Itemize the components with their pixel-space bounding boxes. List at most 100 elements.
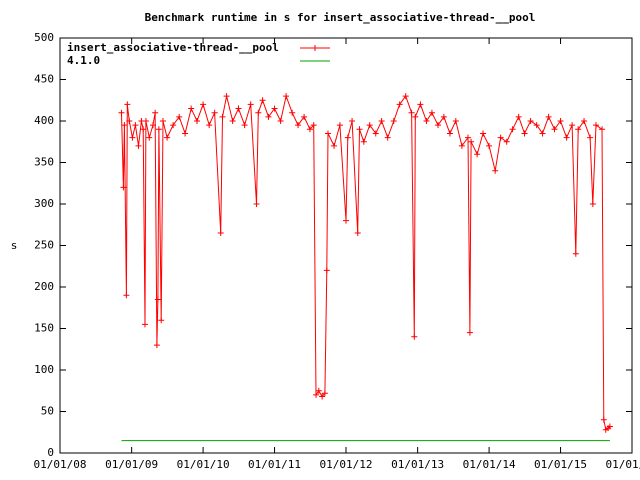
point-marker bbox=[306, 126, 313, 133]
point-marker bbox=[372, 130, 379, 137]
point-marker bbox=[435, 122, 442, 129]
point-marker bbox=[155, 126, 162, 133]
point-marker bbox=[277, 118, 284, 124]
series-line bbox=[121, 94, 611, 431]
point-marker bbox=[247, 101, 254, 108]
x-tick-label: 01/01/09 bbox=[105, 458, 158, 471]
point-marker bbox=[581, 118, 588, 124]
point-marker bbox=[142, 118, 149, 124]
point-marker bbox=[551, 126, 558, 133]
point-marker bbox=[146, 134, 153, 141]
point-marker bbox=[194, 118, 201, 124]
point-marker bbox=[271, 105, 278, 112]
point-marker bbox=[120, 184, 127, 191]
point-marker bbox=[360, 138, 367, 145]
point-marker bbox=[164, 134, 171, 141]
point-marker bbox=[217, 230, 224, 237]
point-marker bbox=[378, 118, 385, 124]
point-marker bbox=[149, 122, 156, 129]
point-marker bbox=[289, 109, 296, 116]
point-marker bbox=[295, 122, 302, 129]
point-marker bbox=[592, 122, 599, 129]
point-marker bbox=[408, 109, 415, 116]
point-marker bbox=[396, 101, 403, 108]
point-marker bbox=[223, 93, 230, 100]
point-marker bbox=[563, 134, 570, 141]
y-tick-label: 0 bbox=[47, 446, 54, 459]
point-marker bbox=[219, 113, 226, 120]
y-tick-label: 450 bbox=[34, 73, 54, 86]
point-marker bbox=[480, 130, 487, 137]
point-marker bbox=[557, 118, 564, 124]
point-marker bbox=[527, 118, 534, 124]
point-marker bbox=[313, 391, 320, 398]
point-marker bbox=[572, 250, 579, 257]
point-marker bbox=[521, 130, 528, 137]
point-marker bbox=[575, 126, 582, 133]
point-marker bbox=[492, 167, 499, 174]
point-marker bbox=[468, 138, 475, 145]
point-marker bbox=[503, 138, 510, 145]
point-marker bbox=[331, 142, 338, 149]
point-marker bbox=[349, 118, 356, 124]
x-tick-label: 01/01/15 bbox=[534, 458, 587, 471]
point-marker bbox=[235, 105, 242, 112]
point-marker bbox=[141, 321, 148, 328]
point-marker bbox=[458, 142, 465, 149]
x-tick-label: 01/01/12 bbox=[320, 458, 373, 471]
point-marker bbox=[229, 118, 236, 124]
point-marker bbox=[123, 292, 130, 299]
point-marker bbox=[206, 122, 213, 129]
point-marker bbox=[323, 267, 330, 274]
point-marker bbox=[158, 317, 165, 324]
y-tick-label: 500 bbox=[34, 31, 54, 44]
point-marker bbox=[182, 130, 189, 137]
point-marker bbox=[606, 423, 613, 430]
y-tick-label: 50 bbox=[41, 405, 54, 418]
point-marker bbox=[446, 130, 453, 137]
point-marker bbox=[440, 113, 447, 120]
y-tick-label: 300 bbox=[34, 197, 54, 210]
y-tick-label: 200 bbox=[34, 280, 54, 293]
point-marker bbox=[354, 230, 361, 237]
x-tick-label: 01/01/08 bbox=[34, 458, 87, 471]
point-marker bbox=[344, 134, 351, 141]
point-marker bbox=[176, 113, 183, 120]
point-marker bbox=[324, 130, 331, 137]
point-marker bbox=[121, 122, 128, 129]
point-marker bbox=[259, 97, 266, 104]
point-marker bbox=[384, 134, 391, 141]
y-tick-label: 150 bbox=[34, 322, 54, 335]
point-marker bbox=[283, 93, 290, 100]
point-marker bbox=[417, 101, 424, 108]
point-marker bbox=[255, 109, 262, 116]
point-marker bbox=[515, 113, 522, 120]
chart-title: Benchmark runtime in s for insert_associ… bbox=[145, 11, 536, 24]
point-marker bbox=[152, 109, 159, 116]
y-tick-label: 100 bbox=[34, 363, 54, 376]
x-tick-label: 01/01/16 bbox=[606, 458, 640, 471]
point-marker bbox=[366, 122, 373, 129]
x-tick-label: 01/01/13 bbox=[391, 458, 444, 471]
point-marker bbox=[423, 118, 430, 124]
point-marker bbox=[265, 113, 272, 120]
point-marker bbox=[301, 113, 308, 120]
point-marker bbox=[589, 201, 596, 207]
point-marker bbox=[159, 118, 166, 124]
point-marker bbox=[241, 122, 248, 129]
point-marker bbox=[129, 134, 136, 141]
point-marker bbox=[402, 93, 409, 100]
point-marker bbox=[486, 142, 493, 149]
point-marker bbox=[412, 113, 419, 120]
legend-label: insert_associative-thread-__pool bbox=[67, 41, 279, 54]
point-marker bbox=[124, 101, 131, 108]
point-marker bbox=[411, 333, 418, 340]
point-marker bbox=[428, 109, 435, 116]
point-marker bbox=[253, 201, 260, 207]
point-marker bbox=[343, 217, 349, 224]
point-marker bbox=[188, 105, 195, 112]
legend-marker bbox=[312, 45, 318, 51]
point-marker bbox=[509, 126, 516, 133]
point-marker bbox=[600, 416, 607, 423]
